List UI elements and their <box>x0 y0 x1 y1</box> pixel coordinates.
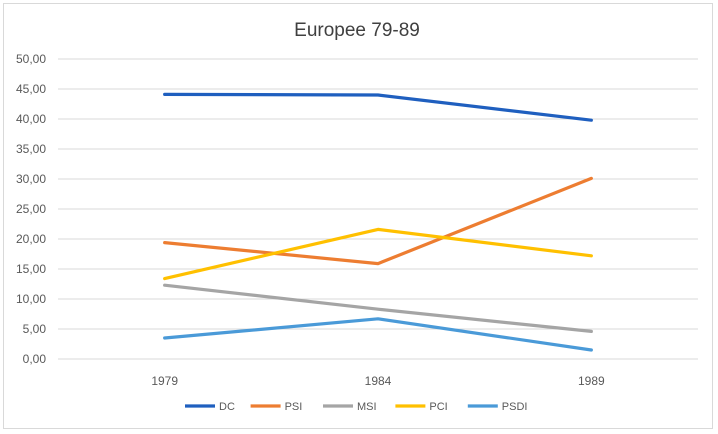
y-tick-label: 10,00 <box>16 292 46 306</box>
legend-item-psdi: PSDI <box>467 401 528 413</box>
y-tick-label: 25,00 <box>16 202 46 216</box>
y-tick-label: 0,00 <box>23 352 47 366</box>
legend-label: PCI <box>429 401 447 413</box>
series-line-psdi <box>163 317 593 352</box>
series-layer <box>163 92 593 352</box>
y-tick-label: 15,00 <box>16 262 46 276</box>
legend-item-dc: DC <box>185 401 235 413</box>
legend-label: DC <box>219 401 235 413</box>
y-tick-label: 35,00 <box>16 142 46 156</box>
series-line-psi <box>163 176 593 266</box>
chart-frame <box>3 3 713 429</box>
legend-label: PSI <box>285 401 303 413</box>
legend-label: MSI <box>357 401 377 413</box>
series-line-pci <box>163 227 593 281</box>
axis-layer: 0,00 5,00 10,00 15,00 20,00 25,00 30,00 35,00 40… <box>16 52 605 388</box>
series-line-dc <box>163 92 593 122</box>
x-tick-label: 1979 <box>151 374 178 388</box>
y-tick-label: 30,00 <box>16 172 46 186</box>
legend-label: PSDI <box>502 401 528 413</box>
chart-title: Europee 79-89 <box>294 20 420 41</box>
x-tick-label: 1989 <box>578 374 605 388</box>
x-tick-label: 1984 <box>365 374 392 388</box>
legend-item-pci: PCI <box>395 401 448 413</box>
grid-layer <box>58 58 698 360</box>
y-tick-label: 5,00 <box>23 322 47 336</box>
series-line-msi <box>163 283 593 333</box>
y-tick-label: 45,00 <box>16 82 46 96</box>
legend-item-msi: MSI <box>323 401 377 413</box>
legend-item-psi: PSI <box>250 401 303 413</box>
y-tick-label: 40,00 <box>16 112 46 126</box>
y-tick-label: 20,00 <box>16 232 46 246</box>
y-tick-label: 50,00 <box>16 52 46 66</box>
legend: DC PSI MSI PCI PSDI <box>185 401 527 413</box>
